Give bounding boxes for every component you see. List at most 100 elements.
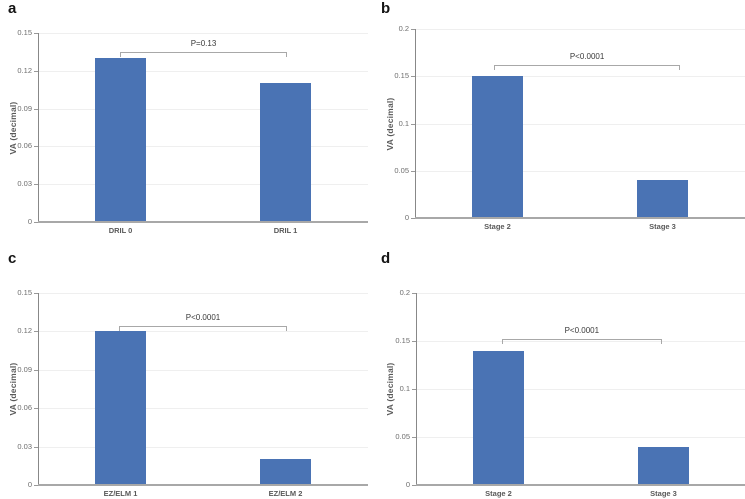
- y-axis-line: [415, 29, 416, 218]
- bracket-end-right: [678, 64, 680, 70]
- y-tick-label: 0.05: [394, 165, 409, 175]
- y-tick-label: 0.2: [399, 288, 410, 297]
- y-tick: [412, 485, 416, 486]
- significance-bracket: [118, 326, 288, 328]
- gridline: [416, 293, 745, 294]
- x-category-label: DRIL 0: [108, 226, 133, 235]
- bar-2: [637, 446, 690, 485]
- x-axis-line: [415, 217, 745, 219]
- y-tick-label: 0: [405, 480, 410, 489]
- gridline: [38, 446, 368, 448]
- y-tick-label: 0.2: [398, 24, 409, 33]
- gridline: [416, 437, 745, 438]
- y-tick: [34, 408, 38, 410]
- y-tick: [34, 108, 38, 110]
- bar-2: [259, 459, 312, 485]
- x-category-label: Stage 3: [650, 489, 677, 498]
- y-tick: [411, 29, 415, 30]
- bracket-end-right: [286, 51, 288, 57]
- p-value-label: P<0.0001: [569, 51, 605, 61]
- x-category-label: EZ/ELM 1: [103, 489, 138, 498]
- gridline: [38, 369, 368, 371]
- y-tick: [34, 146, 38, 148]
- x-category-label: Stage 2: [485, 489, 512, 498]
- y-tick-label: 0: [27, 480, 32, 489]
- x-axis-line: [38, 484, 368, 486]
- x-axis-line: [416, 484, 745, 486]
- y-tick: [412, 341, 416, 342]
- gridline: [38, 293, 368, 294]
- y-axis-line: [38, 33, 39, 222]
- y-tick: [34, 70, 38, 72]
- bracket-end-right: [660, 339, 662, 345]
- gridline: [415, 123, 745, 125]
- y-tick-label: 0.05: [395, 432, 410, 441]
- significance-bracket: [501, 339, 662, 341]
- panel-a: a VA (decimal) 0 0.03 0.06 0.09 0.12 0.15 DRIL…: [0, 0, 372, 250]
- y-tick-label: 0.09: [17, 103, 32, 113]
- panel-b: b VA (decimal) 0 0.05 0.1 0.15 0.2 Stage 2 Sta…: [373, 0, 745, 250]
- bar-1: [94, 58, 147, 222]
- y-tick-label: 0.15: [17, 28, 32, 37]
- y-tick-label: 0.15: [395, 336, 410, 345]
- y-tick: [411, 170, 415, 172]
- y-tick: [34, 184, 38, 186]
- x-axis-line: [38, 221, 368, 223]
- bar-1: [472, 350, 525, 485]
- y-tick-label: 0.06: [17, 141, 32, 151]
- bar-1: [471, 76, 524, 218]
- bar-2: [259, 83, 312, 222]
- bracket-end-right: [286, 326, 288, 332]
- bar-1: [94, 331, 147, 485]
- y-tick: [411, 218, 415, 219]
- gridline: [38, 146, 368, 148]
- y-tick: [412, 293, 416, 294]
- y-tick-label: 0: [404, 213, 409, 222]
- y-tick: [34, 485, 38, 486]
- y-tick-label: 0.15: [394, 71, 409, 81]
- x-category-label: DRIL 1: [273, 226, 298, 235]
- gridline: [38, 70, 368, 72]
- bracket-end-left: [119, 51, 121, 57]
- y-tick: [34, 331, 38, 333]
- panel-letter: d: [381, 250, 391, 267]
- bracket-end-left: [501, 339, 503, 345]
- gridline: [38, 331, 368, 333]
- p-value-label: P=0.13: [190, 38, 217, 48]
- bar-2: [636, 180, 689, 218]
- y-tick: [34, 369, 38, 371]
- gridline: [415, 170, 745, 172]
- plot-area: 0 0.05 0.1 0.15 0.2 Stage 2 Stage 3 P<0.0001: [395, 288, 745, 498]
- x-category-label: Stage 3: [649, 222, 676, 231]
- y-tick: [412, 437, 416, 438]
- bracket-end-left: [118, 326, 120, 332]
- significance-bracket: [119, 51, 288, 53]
- gridline: [38, 184, 368, 186]
- panel-d: d VA (decimal) 0 0.05 0.1 0.15 0.2 Stage 2 Sta…: [373, 250, 745, 499]
- y-tick: [412, 389, 416, 390]
- y-tick: [411, 76, 415, 78]
- panel-c: c VA (decimal) 0 0.03 0.06 0.09 0.12 0.15 EZ/E…: [0, 250, 372, 499]
- gridline: [416, 389, 745, 390]
- y-tick-label: 0.15: [17, 288, 32, 297]
- y-tick: [34, 446, 38, 448]
- bracket-end-left: [494, 64, 496, 70]
- gridline: [415, 29, 745, 30]
- p-value-label: P<0.0001: [185, 313, 221, 323]
- p-value-label: P<0.0001: [564, 326, 600, 336]
- gridline: [416, 341, 745, 342]
- y-tick-label: 0.03: [17, 441, 32, 451]
- panel-letter: a: [8, 0, 17, 17]
- x-category-label: EZ/ELM 2: [268, 489, 303, 498]
- plot-area: 0 0.03 0.06 0.09 0.12 0.15 EZ/ELM 1 EZ/ELM 2 P<0…: [17, 288, 368, 498]
- y-tick-label: 0.1: [398, 118, 409, 128]
- y-tick: [34, 222, 38, 223]
- y-tick: [34, 293, 38, 294]
- gridline: [415, 76, 745, 78]
- y-tick-label: 0.09: [17, 364, 32, 374]
- y-axis-line: [38, 293, 39, 485]
- plot-area: 0 0.05 0.1 0.15 0.2 Stage 2 Stage 3 P<0.0001: [394, 24, 745, 231]
- y-tick-label: 0.06: [17, 403, 32, 413]
- panel-letter: c: [8, 250, 17, 267]
